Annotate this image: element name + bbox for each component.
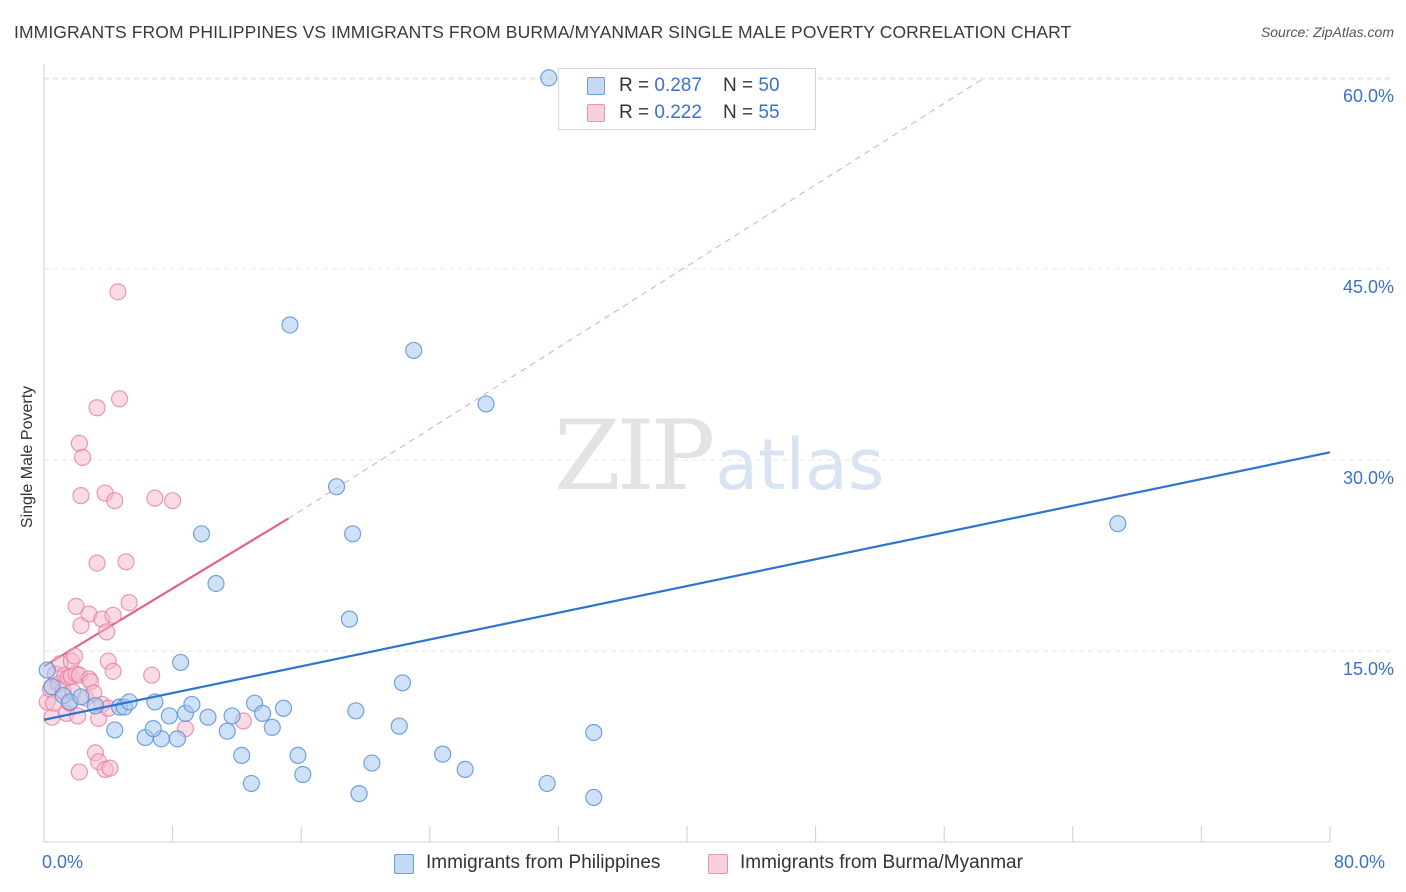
data-point-philippines	[106, 721, 124, 739]
legend-swatch-philippines	[587, 77, 605, 95]
data-point-philippines	[242, 774, 260, 793]
data-point-burma	[110, 390, 129, 408]
data-point-burma	[104, 662, 122, 680]
data-point-burma	[67, 597, 85, 616]
data-point-philippines	[540, 69, 558, 87]
data-point-philippines	[199, 708, 217, 726]
data-point-philippines	[344, 525, 362, 543]
data-point-philippines	[192, 525, 211, 543]
data-point-burma	[164, 492, 182, 510]
data-point-burma	[143, 666, 161, 684]
y-tick-label: 15.0%	[1342, 659, 1394, 679]
data-point-burma	[88, 399, 106, 417]
data-point-philippines	[207, 574, 225, 593]
data-point-philippines	[350, 785, 368, 803]
stats-text: R = 0.222 N = 55	[619, 102, 780, 123]
x-tick-label-max: 80.0%	[1334, 852, 1386, 872]
data-point-philippines	[405, 341, 423, 360]
legend-swatch-burma	[708, 854, 728, 874]
r-value: 0.287	[654, 75, 702, 96]
data-point-philippines	[347, 702, 365, 720]
trendline-burma	[43, 77, 985, 668]
data-point-philippines	[363, 754, 381, 772]
data-point-philippines	[172, 653, 190, 672]
data-point-philippines	[72, 688, 90, 706]
data-point-philippines	[585, 723, 603, 742]
data-point-burma	[120, 593, 138, 612]
data-point-burma	[101, 759, 119, 777]
data-point-burma	[106, 492, 124, 510]
stats-legend: R = 0.287 N = 50 R = 0.222 N = 55	[558, 68, 816, 130]
data-point-burma	[146, 489, 164, 507]
trendline-philippines	[43, 451, 1331, 721]
series-philippines-points	[38, 69, 1127, 807]
r-value: 0.222	[654, 102, 702, 123]
data-point-philippines	[393, 674, 412, 692]
x-tick-label-min: 0.0%	[42, 852, 84, 872]
data-point-philippines	[218, 722, 236, 740]
data-point-philippines	[456, 760, 474, 779]
data-point-philippines	[294, 765, 312, 784]
data-point-philippines	[144, 720, 162, 738]
legend-label: Immigrants from Burma/Myanmar	[740, 852, 1023, 873]
data-point-philippines	[86, 697, 105, 715]
watermark-atlas: atlas	[715, 424, 885, 506]
data-point-philippines	[538, 774, 556, 793]
data-point-philippines	[390, 717, 408, 735]
y-tick-label: 30.0%	[1342, 468, 1394, 488]
data-point-philippines	[274, 699, 293, 717]
data-point-philippines	[281, 316, 299, 334]
grid-lines	[44, 77, 1392, 652]
legend-swatch-philippines	[394, 854, 414, 874]
data-point-philippines	[183, 695, 201, 714]
source-label: Source: ZipAtlas.com	[1260, 24, 1394, 40]
data-point-burma	[109, 283, 127, 301]
data-point-philippines	[168, 730, 187, 748]
data-point-philippines	[477, 395, 495, 413]
data-point-burma	[70, 763, 88, 781]
trendline-philippines-line	[43, 451, 1331, 721]
data-point-burma	[70, 434, 88, 452]
data-point-philippines	[43, 678, 61, 696]
data-point-philippines	[585, 788, 603, 807]
axes	[43, 64, 1331, 843]
data-point-philippines	[1109, 515, 1127, 533]
data-point-burma	[73, 448, 92, 467]
n-value: 55	[758, 102, 780, 123]
series-legend: Immigrants from Philippines Immigrants f…	[0, 852, 1406, 878]
trendline-burma-extension	[288, 77, 985, 519]
n-value: 50	[758, 75, 780, 96]
data-point-philippines	[340, 610, 359, 628]
data-point-burma	[65, 647, 84, 665]
data-point-burma	[98, 623, 116, 641]
data-point-philippines	[160, 707, 178, 725]
data-point-philippines	[327, 478, 346, 496]
chart-title: IMMIGRANTS FROM PHILIPPINES VS IMMIGRANT…	[14, 22, 1072, 42]
data-point-philippines	[223, 707, 241, 725]
data-point-burma	[69, 707, 87, 725]
legend-label: Immigrants from Philippines	[426, 852, 661, 873]
data-point-philippines	[233, 746, 251, 765]
stats-text: R = 0.287 N = 50	[619, 75, 780, 96]
data-point-philippines	[289, 746, 307, 765]
data-point-philippines	[263, 718, 281, 736]
y-tick-label: 45.0%	[1342, 277, 1394, 297]
data-point-philippines	[254, 704, 272, 722]
watermark: ZIPatlas	[554, 400, 884, 512]
legend-swatch-burma	[587, 104, 605, 122]
data-point-burma	[117, 553, 135, 571]
data-point-burma	[72, 487, 90, 505]
data-point-burma	[104, 606, 122, 624]
y-tick-label: 60.0%	[1342, 86, 1394, 106]
trendline-burma-line	[43, 517, 289, 668]
data-point-philippines	[434, 745, 452, 763]
watermark-zip: ZIP	[554, 400, 715, 512]
data-point-burma	[88, 554, 106, 572]
data-point-philippines	[38, 661, 56, 679]
